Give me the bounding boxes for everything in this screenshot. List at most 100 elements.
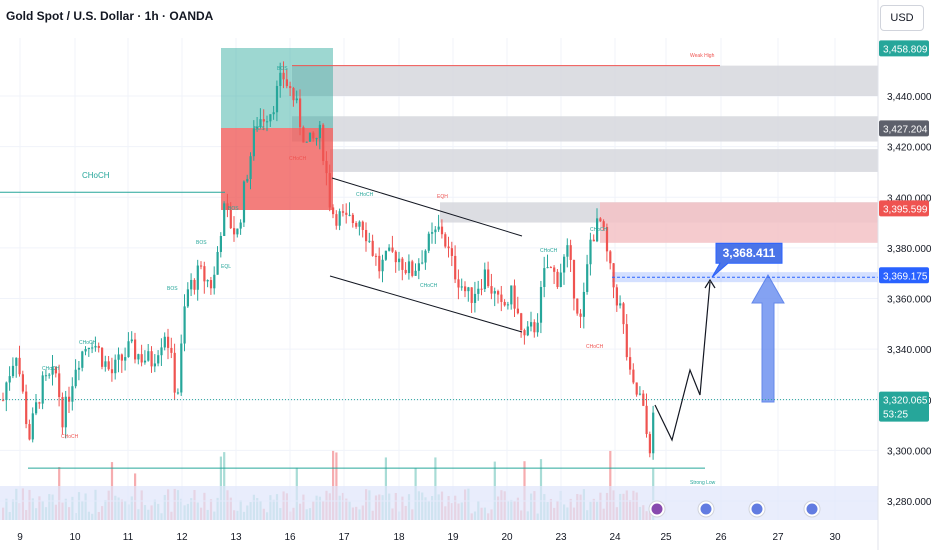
candle-body bbox=[5, 382, 8, 400]
candle-body bbox=[289, 86, 292, 89]
candle-body bbox=[272, 112, 275, 115]
x-tick-label: 19 bbox=[447, 532, 459, 543]
candle-body bbox=[384, 250, 387, 260]
candle-body bbox=[378, 255, 381, 272]
candle-body bbox=[341, 211, 345, 213]
candle-body bbox=[490, 286, 493, 294]
candle-body bbox=[71, 386, 74, 402]
candle-body bbox=[170, 347, 173, 353]
y-tick-label: 3,340.000 bbox=[887, 345, 932, 356]
candle-body bbox=[645, 405, 648, 435]
candle-body bbox=[467, 287, 470, 292]
axes: 3,280.0003,300.0003,320.0003,340.0003,36… bbox=[17, 0, 932, 550]
candle-body bbox=[523, 330, 526, 336]
candle-body bbox=[44, 375, 48, 377]
candle-body bbox=[315, 138, 318, 140]
candle-body bbox=[381, 259, 384, 272]
candle-body bbox=[8, 376, 11, 383]
choch-label: CHoCH bbox=[590, 227, 608, 233]
candle-body bbox=[325, 160, 328, 174]
candle-body bbox=[596, 218, 599, 242]
candle-body bbox=[246, 178, 249, 182]
candle-body bbox=[431, 232, 434, 234]
candle-body bbox=[200, 265, 203, 267]
candle-body bbox=[322, 124, 325, 161]
candle-body bbox=[622, 303, 625, 325]
candle-body bbox=[365, 229, 368, 242]
candle-body bbox=[249, 156, 252, 179]
candle-body bbox=[503, 301, 506, 306]
candle-body bbox=[549, 267, 552, 269]
candle-body bbox=[153, 363, 156, 367]
bos-label: BOS bbox=[228, 206, 239, 212]
candle-body bbox=[107, 361, 110, 370]
choch-label: CHoCH bbox=[356, 192, 374, 198]
candle-body bbox=[553, 267, 556, 272]
candle-body bbox=[629, 357, 632, 370]
candle-body bbox=[282, 72, 285, 80]
candle-body bbox=[605, 226, 609, 252]
candle-body bbox=[295, 98, 298, 101]
zones bbox=[0, 38, 878, 520]
x-tick-label: 27 bbox=[772, 532, 784, 543]
x-tick-label: 25 bbox=[660, 532, 672, 543]
y-tick-label: 3,280.000 bbox=[887, 497, 932, 508]
price-badge-timer: 53:25 bbox=[883, 410, 908, 421]
candle-body bbox=[163, 336, 166, 348]
candle-body bbox=[18, 357, 21, 375]
channel-top bbox=[331, 177, 523, 237]
currency-selector[interactable]: USD bbox=[880, 5, 924, 31]
choch-label: CHoCH bbox=[420, 283, 438, 289]
bos-label: BOS bbox=[277, 66, 288, 72]
candle-body bbox=[186, 289, 189, 307]
x-tick-label: 16 bbox=[284, 532, 296, 543]
candle-body bbox=[648, 434, 651, 454]
candle-body bbox=[500, 294, 503, 302]
candle-body bbox=[361, 221, 364, 230]
y-tick-label: 3,380.000 bbox=[887, 244, 932, 255]
candle-body bbox=[209, 280, 213, 289]
candle-body bbox=[110, 369, 114, 374]
candle-body bbox=[460, 286, 463, 288]
candle-body bbox=[84, 349, 87, 352]
candle-body bbox=[391, 247, 394, 252]
candle-body bbox=[173, 352, 176, 393]
candle-body bbox=[193, 279, 196, 290]
candle-body bbox=[642, 393, 645, 406]
candle-body bbox=[127, 341, 130, 358]
y-tick-label: 3,360.000 bbox=[887, 295, 932, 306]
candle-body bbox=[242, 181, 246, 223]
candle-body bbox=[427, 233, 430, 251]
candle-body bbox=[414, 270, 417, 276]
candle-body bbox=[407, 261, 411, 274]
y-tick-label: 3,440.000 bbox=[887, 92, 932, 103]
candle-body bbox=[203, 266, 206, 282]
candle-body bbox=[134, 339, 137, 360]
candle-body bbox=[424, 250, 427, 263]
bos-label: BOS bbox=[196, 240, 207, 246]
candle-body bbox=[104, 361, 107, 367]
candle-body bbox=[167, 336, 170, 348]
bos-label: BOS bbox=[167, 286, 178, 292]
event-icon-inner bbox=[651, 503, 663, 515]
candle-body bbox=[285, 79, 288, 87]
candle-body bbox=[536, 322, 539, 333]
eql-label: EQL bbox=[221, 264, 231, 270]
choch-label: CHoCH bbox=[61, 434, 79, 440]
candle-body bbox=[338, 211, 341, 226]
candle-body bbox=[25, 391, 28, 425]
strong-low-label: Strong Low bbox=[690, 480, 716, 486]
bos-label: BOS bbox=[254, 126, 265, 132]
candle-body bbox=[652, 412, 655, 454]
price-badge-label: 3,369.175 bbox=[883, 271, 928, 282]
candle-body bbox=[520, 313, 523, 331]
candle-body bbox=[556, 271, 559, 288]
candle-body bbox=[11, 365, 15, 377]
candle-body bbox=[351, 214, 354, 224]
candle-body bbox=[216, 251, 219, 275]
event-icon-inner bbox=[700, 503, 712, 515]
price-badge bbox=[879, 200, 929, 217]
supply-zone bbox=[330, 149, 878, 172]
candle-body bbox=[440, 226, 444, 235]
